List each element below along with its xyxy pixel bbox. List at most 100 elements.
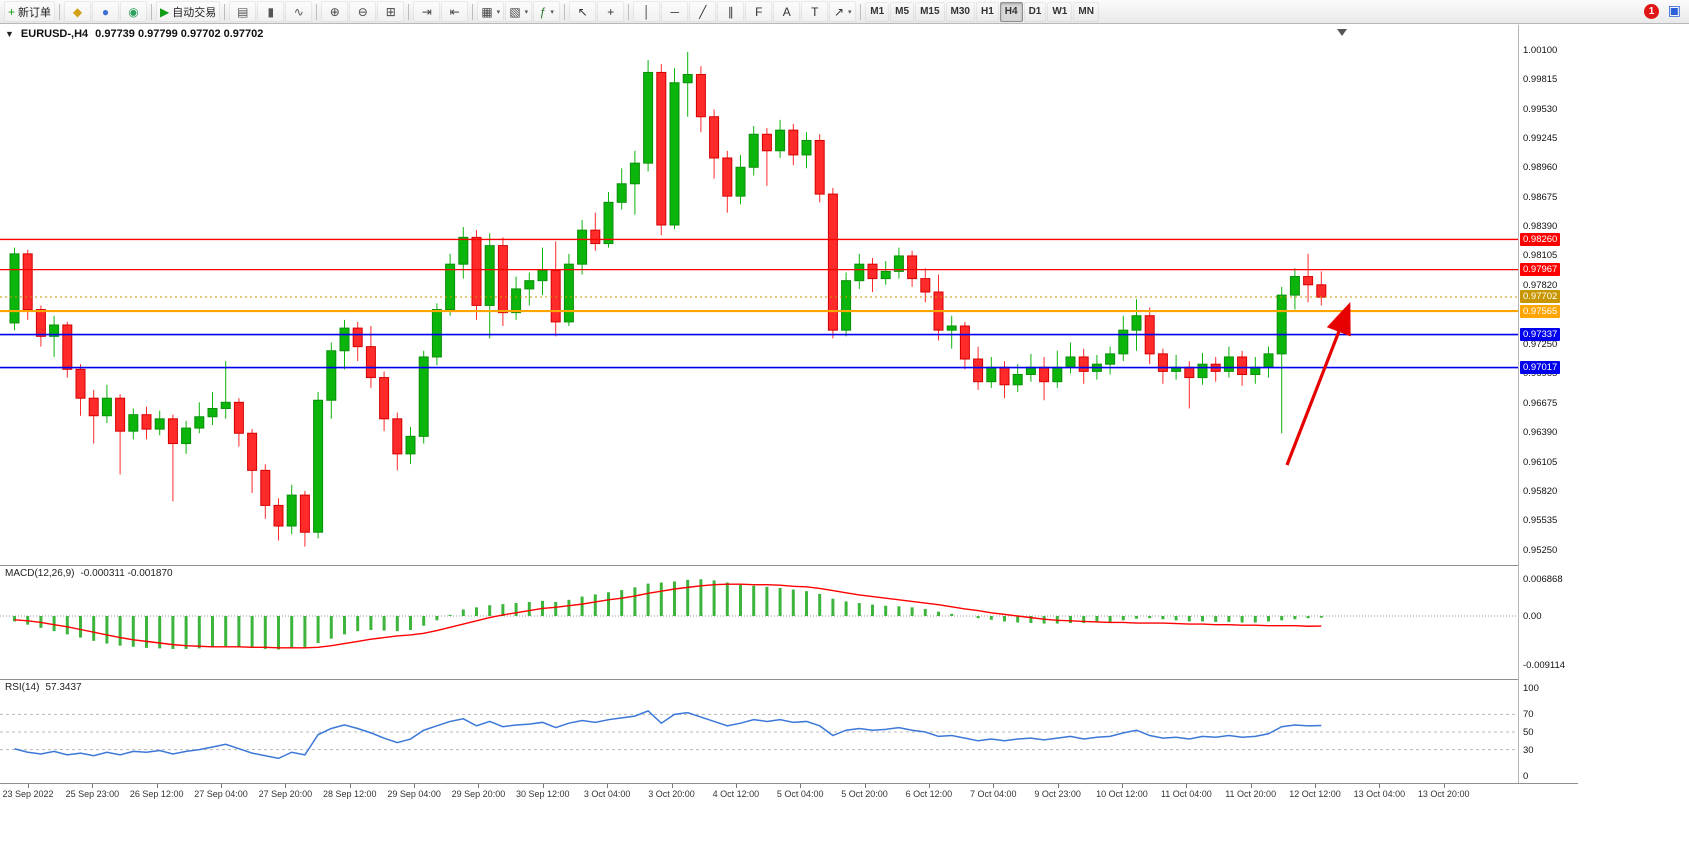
toolbar-separator	[224, 3, 226, 20]
toolbar-separator	[316, 3, 318, 20]
time-axis-label: 29 Sep 04:00	[387, 789, 441, 799]
arrows-button[interactable]: ↗ ▾	[829, 1, 857, 22]
panel-separator[interactable]	[0, 679, 1578, 680]
price-line-tag: 0.97565	[1520, 304, 1561, 318]
time-axis-label: 5 Oct 04:00	[776, 789, 824, 799]
trendline-button[interactable]: ╱	[689, 1, 717, 22]
time-tick	[542, 784, 544, 788]
timeframe-button-w1[interactable]: W1	[1047, 1, 1073, 22]
toolbar-separator	[59, 3, 61, 20]
market-watch-button[interactable]: ●	[92, 1, 120, 22]
mql-wizard-icon: ◆	[72, 4, 83, 19]
vertical-line-button[interactable]: │	[633, 1, 661, 22]
time-tick	[1379, 784, 1381, 788]
autotrading-icon: ▶	[160, 4, 170, 19]
chart-shift-button[interactable]: ⇤	[441, 1, 469, 22]
profiles-icon: ▧	[509, 4, 521, 19]
data-window-button[interactable]: ◉	[120, 1, 148, 22]
label-button[interactable]: T	[801, 1, 829, 22]
new-chart-button[interactable]: ▦ ▾	[477, 1, 505, 22]
time-axis-label: 11 Oct 20:00	[1225, 789, 1277, 799]
timeframe-button-m5[interactable]: M5	[890, 1, 915, 22]
line-chart-button[interactable]: ∿	[285, 1, 313, 22]
macd-values: -0.000311 -0.001870	[80, 568, 173, 579]
notification-badge[interactable]: 1	[1644, 4, 1659, 19]
chart-shift-marker-icon[interactable]	[1337, 29, 1347, 36]
timeframe-button-d1[interactable]: D1	[1023, 1, 1047, 22]
indicators-button[interactable]: ƒ ▾	[533, 1, 561, 22]
time-axis-label: 6 Oct 12:00	[905, 789, 953, 799]
time-tick	[221, 784, 223, 788]
price-axis-label: 0.99530	[1523, 103, 1558, 115]
price-axis-label: 0.99815	[1523, 74, 1558, 86]
toolbar-separator	[151, 3, 153, 20]
timeframe-button-mn[interactable]: MN	[1073, 1, 1099, 22]
autotrading-button[interactable]: ▶ 自动交易	[156, 1, 221, 22]
timeframe-button-h4[interactable]: H4	[999, 1, 1023, 22]
corner-app-icon[interactable]: ▣	[1667, 2, 1681, 18]
time-axis-label: 30 Sep 12:00	[516, 789, 570, 799]
tile-windows-button[interactable]: ⊞	[377, 1, 405, 22]
candlestick-chart-icon: ▮	[267, 4, 275, 19]
bottom-empty-area	[0, 804, 1689, 859]
new-order-icon: +	[8, 4, 16, 19]
time-axis-label: 29 Sep 20:00	[451, 789, 506, 799]
data-window-icon: ◉	[128, 4, 139, 19]
time-tick	[1057, 784, 1059, 788]
rsi-panel[interactable]: RSI(14) 57.3437	[0, 680, 1518, 783]
timeframe-button-h1[interactable]: H1	[975, 1, 999, 22]
cursor-icon: ↖	[577, 4, 588, 19]
macd-chart[interactable]	[0, 566, 1518, 679]
price-axis-label: 0.96390	[1523, 427, 1558, 439]
dropdown-caret-icon: ▾	[496, 8, 501, 16]
price-axis-label: 0.98390	[1523, 221, 1558, 233]
candlestick-chart-button[interactable]: ▮	[257, 1, 285, 22]
fibonacci-button[interactable]: F	[745, 1, 773, 22]
time-tick	[864, 784, 866, 788]
candlestick-chart[interactable]	[0, 25, 1518, 565]
time-axis-label: 13 Oct 04:00	[1353, 789, 1406, 799]
time-tick	[735, 784, 737, 788]
crosshair-button[interactable]: +	[597, 1, 625, 22]
price-axis-label: 0.98675	[1523, 191, 1558, 203]
fibonacci-icon: F	[755, 4, 763, 19]
bar-chart-icon: ▤	[237, 4, 249, 19]
auto-scroll-button[interactable]: ⇥	[413, 1, 441, 22]
macd-axis-label: -0.009114	[1523, 660, 1566, 672]
zoom-in-button[interactable]: ⊕	[321, 1, 349, 22]
timeframe-button-m15[interactable]: M15	[915, 1, 945, 22]
timeframe-button-m30[interactable]: M30	[945, 1, 975, 22]
macd-panel[interactable]: MACD(12,26,9) -0.000311 -0.001870	[0, 566, 1518, 679]
trendline-icon: ╱	[699, 4, 707, 19]
timeframe-button-m1[interactable]: M1	[865, 1, 890, 22]
zoom-out-icon: ⊖	[357, 4, 368, 19]
bar-chart-button[interactable]: ▤	[229, 1, 257, 22]
time-axis-label: 7 Oct 04:00	[969, 789, 1017, 799]
tile-windows-icon: ⊞	[385, 4, 396, 19]
rsi-name: RSI(14)	[5, 682, 40, 693]
time-tick	[1121, 784, 1123, 788]
mql-wizard-button[interactable]: ◆	[64, 1, 92, 22]
cursor-button[interactable]: ↖	[569, 1, 597, 22]
horizontal-line-button[interactable]: ─	[661, 1, 689, 22]
time-tick	[349, 784, 351, 788]
price-axis-label: 0.97820	[1523, 279, 1558, 291]
time-axis[interactable]: 23 Sep 2022 25 Sep 23:00 26 Sep 12:00 27 Se…	[0, 783, 1578, 805]
zoom-out-button[interactable]: ⊖	[349, 1, 377, 22]
new-order-button[interactable]: + 新订单	[4, 1, 56, 22]
toolbar-separator	[628, 3, 630, 20]
toolbar-separator	[472, 3, 474, 20]
main-chart-panel[interactable]: ▼ EURUSD-,H4 0.97739 0.97799 0.97702 0.9…	[0, 25, 1518, 565]
channel-button[interactable]: ∥	[717, 1, 745, 22]
chart-shift-icon: ⇤	[449, 4, 460, 19]
rsi-chart[interactable]	[0, 680, 1518, 783]
profiles-button[interactable]: ▧ ▾	[505, 1, 533, 22]
time-tick	[607, 784, 609, 788]
one-click-trading-toggle-icon[interactable]: ▼	[5, 29, 14, 39]
price-axis[interactable]: 1.00100 0.99815 0.99530 0.99245 0.98960 0.986…	[1518, 25, 1578, 783]
time-tick	[1186, 784, 1188, 788]
text-button[interactable]: A	[773, 1, 801, 22]
panel-separator[interactable]	[0, 565, 1578, 566]
time-axis-label: 5 Oct 20:00	[841, 789, 888, 799]
indicators-icon: ƒ	[539, 4, 547, 19]
